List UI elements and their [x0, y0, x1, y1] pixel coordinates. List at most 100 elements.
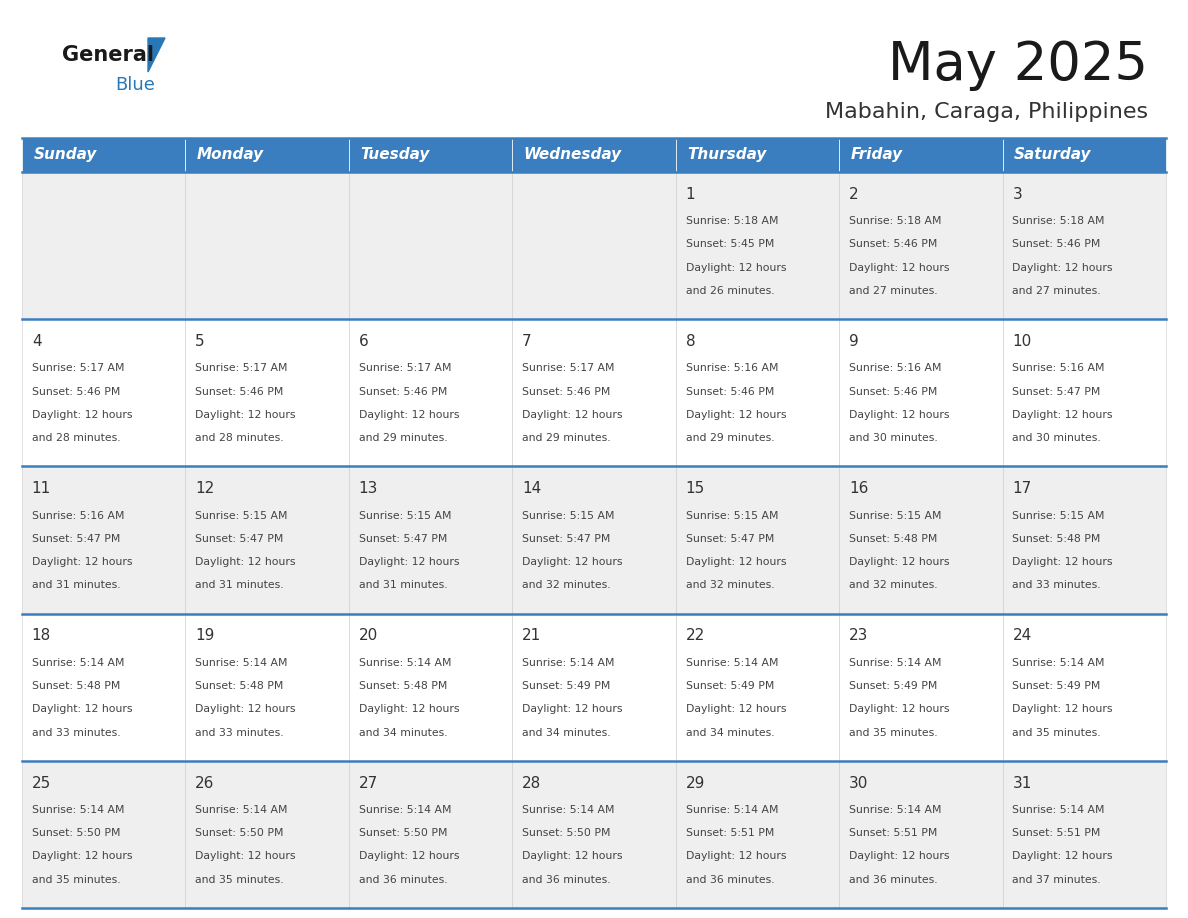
- Text: Daylight: 12 hours: Daylight: 12 hours: [1012, 704, 1113, 714]
- Text: 11: 11: [32, 481, 51, 496]
- Text: May 2025: May 2025: [887, 39, 1148, 91]
- Text: Sunset: 5:50 PM: Sunset: 5:50 PM: [522, 828, 611, 838]
- Bar: [23, 613, 185, 761]
- Text: Daylight: 12 hours: Daylight: 12 hours: [195, 852, 296, 861]
- Text: Saturday: Saturday: [1015, 148, 1092, 162]
- Bar: [676, 138, 839, 172]
- Text: Sunset: 5:46 PM: Sunset: 5:46 PM: [849, 386, 937, 397]
- Bar: [1003, 138, 1165, 172]
- Text: 1: 1: [685, 186, 695, 202]
- Text: Sunrise: 5:16 AM: Sunrise: 5:16 AM: [849, 364, 941, 374]
- Bar: [349, 172, 512, 319]
- Text: Sunset: 5:48 PM: Sunset: 5:48 PM: [849, 534, 937, 543]
- Text: Sunset: 5:49 PM: Sunset: 5:49 PM: [522, 681, 611, 691]
- Bar: [23, 172, 185, 319]
- Text: Sunset: 5:47 PM: Sunset: 5:47 PM: [32, 534, 120, 543]
- Text: Daylight: 12 hours: Daylight: 12 hours: [32, 557, 132, 567]
- Text: Sunset: 5:47 PM: Sunset: 5:47 PM: [1012, 386, 1101, 397]
- Bar: [512, 466, 676, 613]
- Text: Daylight: 12 hours: Daylight: 12 hours: [685, 852, 786, 861]
- Text: Daylight: 12 hours: Daylight: 12 hours: [195, 704, 296, 714]
- Bar: [839, 172, 1003, 319]
- Text: Sunset: 5:51 PM: Sunset: 5:51 PM: [685, 828, 773, 838]
- Text: and 32 minutes.: and 32 minutes.: [522, 580, 611, 590]
- Bar: [185, 138, 349, 172]
- Text: and 35 minutes.: and 35 minutes.: [195, 875, 284, 885]
- Text: and 33 minutes.: and 33 minutes.: [195, 728, 284, 737]
- Bar: [185, 761, 349, 908]
- Text: Sunrise: 5:14 AM: Sunrise: 5:14 AM: [359, 658, 451, 667]
- Text: 2: 2: [849, 186, 859, 202]
- Text: 28: 28: [522, 776, 542, 790]
- Bar: [512, 613, 676, 761]
- Text: and 30 minutes.: and 30 minutes.: [1012, 433, 1101, 443]
- Text: Thursday: Thursday: [687, 148, 766, 162]
- Bar: [512, 172, 676, 319]
- Text: Sunset: 5:47 PM: Sunset: 5:47 PM: [195, 534, 284, 543]
- Text: Daylight: 12 hours: Daylight: 12 hours: [849, 704, 949, 714]
- Text: Sunset: 5:46 PM: Sunset: 5:46 PM: [849, 240, 937, 250]
- Text: Daylight: 12 hours: Daylight: 12 hours: [195, 557, 296, 567]
- Text: Sunset: 5:46 PM: Sunset: 5:46 PM: [685, 386, 773, 397]
- Text: Sunset: 5:50 PM: Sunset: 5:50 PM: [195, 828, 284, 838]
- Text: Sunrise: 5:16 AM: Sunrise: 5:16 AM: [32, 510, 125, 521]
- Text: and 26 minutes.: and 26 minutes.: [685, 285, 775, 296]
- Text: 14: 14: [522, 481, 542, 496]
- Text: Sunrise: 5:14 AM: Sunrise: 5:14 AM: [522, 658, 614, 667]
- Text: Sunrise: 5:16 AM: Sunrise: 5:16 AM: [1012, 364, 1105, 374]
- Text: Daylight: 12 hours: Daylight: 12 hours: [849, 409, 949, 420]
- Text: 19: 19: [195, 628, 215, 644]
- Text: Sunrise: 5:18 AM: Sunrise: 5:18 AM: [1012, 216, 1105, 226]
- Text: and 31 minutes.: and 31 minutes.: [195, 580, 284, 590]
- Text: Sunset: 5:45 PM: Sunset: 5:45 PM: [685, 240, 773, 250]
- Text: Sunrise: 5:14 AM: Sunrise: 5:14 AM: [685, 658, 778, 667]
- Text: and 35 minutes.: and 35 minutes.: [1012, 728, 1101, 737]
- Text: Daylight: 12 hours: Daylight: 12 hours: [849, 852, 949, 861]
- Text: 20: 20: [359, 628, 378, 644]
- Text: Sunrise: 5:14 AM: Sunrise: 5:14 AM: [849, 658, 941, 667]
- Bar: [1003, 761, 1165, 908]
- Text: 23: 23: [849, 628, 868, 644]
- Text: Daylight: 12 hours: Daylight: 12 hours: [849, 557, 949, 567]
- Text: Sunset: 5:48 PM: Sunset: 5:48 PM: [1012, 534, 1101, 543]
- Bar: [349, 761, 512, 908]
- Bar: [349, 613, 512, 761]
- Text: 3: 3: [1012, 186, 1022, 202]
- Text: Sunset: 5:51 PM: Sunset: 5:51 PM: [849, 828, 937, 838]
- Text: Sunset: 5:46 PM: Sunset: 5:46 PM: [359, 386, 447, 397]
- Text: and 35 minutes.: and 35 minutes.: [32, 875, 120, 885]
- Bar: [676, 172, 839, 319]
- Text: Daylight: 12 hours: Daylight: 12 hours: [359, 557, 460, 567]
- Text: and 35 minutes.: and 35 minutes.: [849, 728, 937, 737]
- Text: and 33 minutes.: and 33 minutes.: [1012, 580, 1101, 590]
- Text: Sunrise: 5:15 AM: Sunrise: 5:15 AM: [359, 510, 451, 521]
- Text: Sunrise: 5:15 AM: Sunrise: 5:15 AM: [522, 510, 614, 521]
- Text: Sunset: 5:46 PM: Sunset: 5:46 PM: [195, 386, 284, 397]
- Text: Sunrise: 5:18 AM: Sunrise: 5:18 AM: [849, 216, 941, 226]
- Bar: [839, 466, 1003, 613]
- Text: Sunrise: 5:16 AM: Sunrise: 5:16 AM: [685, 364, 778, 374]
- Bar: [23, 138, 185, 172]
- Text: Daylight: 12 hours: Daylight: 12 hours: [849, 263, 949, 273]
- Bar: [1003, 466, 1165, 613]
- Text: and 29 minutes.: and 29 minutes.: [359, 433, 448, 443]
- Text: Sunday: Sunday: [33, 148, 96, 162]
- Text: Daylight: 12 hours: Daylight: 12 hours: [685, 704, 786, 714]
- Text: General: General: [62, 45, 154, 65]
- Text: Sunrise: 5:14 AM: Sunrise: 5:14 AM: [1012, 805, 1105, 815]
- Text: Sunrise: 5:14 AM: Sunrise: 5:14 AM: [1012, 658, 1105, 667]
- Text: Daylight: 12 hours: Daylight: 12 hours: [32, 852, 132, 861]
- Bar: [23, 761, 185, 908]
- Text: Sunrise: 5:14 AM: Sunrise: 5:14 AM: [359, 805, 451, 815]
- Text: Daylight: 12 hours: Daylight: 12 hours: [685, 557, 786, 567]
- Text: Sunset: 5:48 PM: Sunset: 5:48 PM: [195, 681, 284, 691]
- Text: and 28 minutes.: and 28 minutes.: [32, 433, 120, 443]
- Text: 29: 29: [685, 776, 704, 790]
- Text: and 33 minutes.: and 33 minutes.: [32, 728, 120, 737]
- Text: Daylight: 12 hours: Daylight: 12 hours: [522, 704, 623, 714]
- Text: Daylight: 12 hours: Daylight: 12 hours: [685, 409, 786, 420]
- Text: Sunset: 5:51 PM: Sunset: 5:51 PM: [1012, 828, 1101, 838]
- Text: Daylight: 12 hours: Daylight: 12 hours: [1012, 263, 1113, 273]
- Text: Sunrise: 5:15 AM: Sunrise: 5:15 AM: [195, 510, 287, 521]
- Text: 31: 31: [1012, 776, 1031, 790]
